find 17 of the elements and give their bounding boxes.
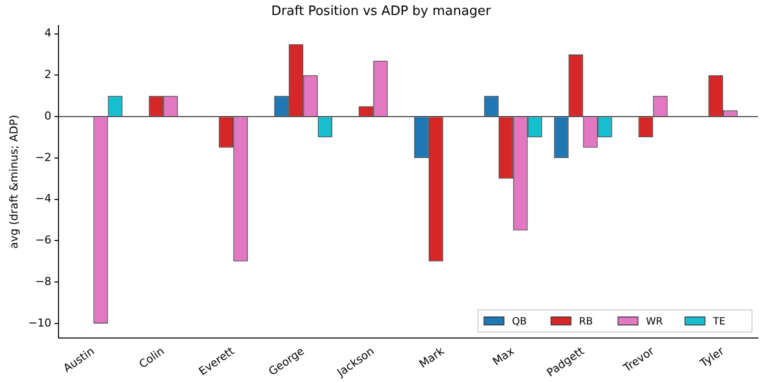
y-axis-title: avg (draft &minus; ADP): [7, 114, 20, 249]
legend-label: RB: [579, 316, 593, 328]
legend-label: QB: [512, 316, 527, 328]
legend-label: TE: [712, 316, 726, 328]
chart-title: Draft Position vs ADP by manager: [271, 4, 492, 20]
x-tick-label: Colin: [136, 344, 167, 371]
y-tick-label: −10: [28, 316, 52, 330]
y-tick-label: 4: [44, 26, 52, 40]
y-tick-label: −6: [35, 234, 52, 247]
y-tick-label: 0: [44, 109, 52, 122]
y-tick-label: −4: [35, 192, 52, 206]
legend-label: WR: [646, 316, 663, 328]
y-tick-label: 2: [44, 68, 52, 82]
y-tick-label: −8: [35, 274, 52, 288]
y-tick-label: −2: [35, 150, 52, 164]
x-tick-label: Tyler: [696, 344, 727, 371]
x-tick-label: Max: [490, 344, 517, 368]
